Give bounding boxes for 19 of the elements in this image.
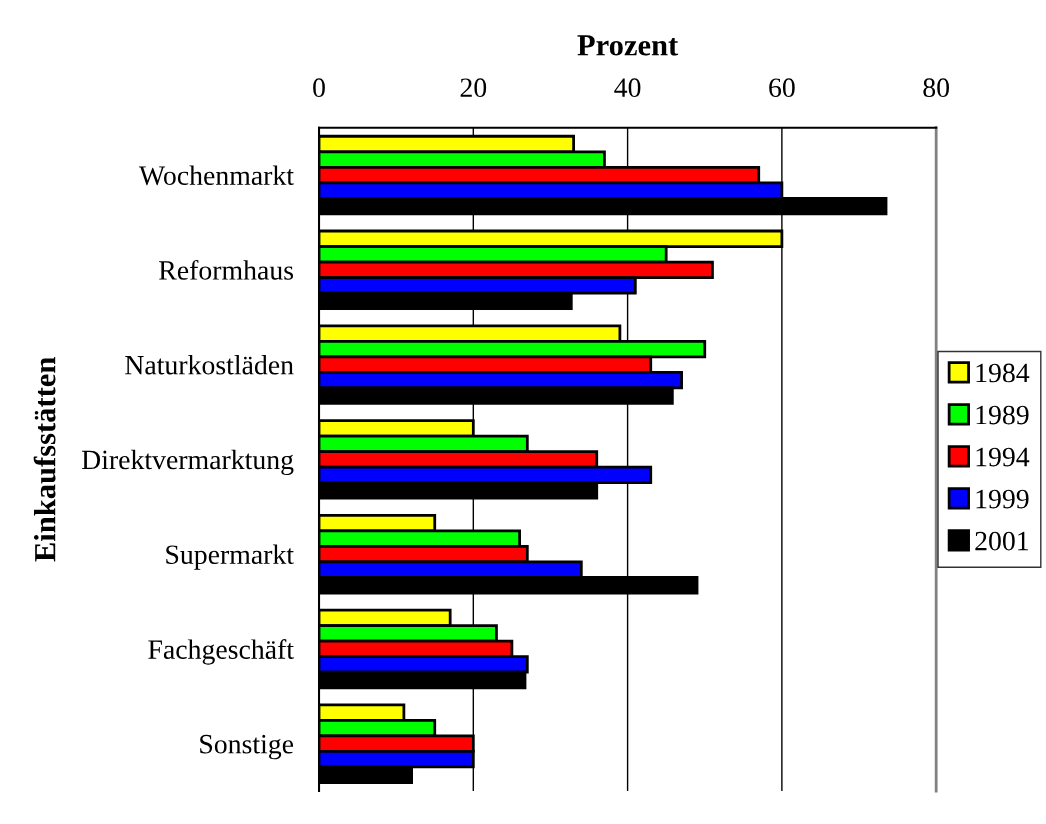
y-tick-label: Naturkostläden: [125, 354, 294, 375]
x-tick-label: 40: [614, 78, 641, 98]
y-tick-label: Direktvermarktung: [81, 449, 294, 476]
x-tick-label: 80: [923, 78, 949, 98]
x-tick-label: 0: [313, 78, 325, 98]
x-tick-label: 20: [460, 78, 487, 98]
legend-label: 2001: [975, 531, 1029, 551]
x-axis-title: Prozent: [577, 35, 679, 56]
y-tick-label: Fachgeschäft: [148, 639, 294, 665]
legend-label: 1989: [976, 405, 1029, 425]
y-tick-label: Sonstige: [200, 734, 294, 760]
y-axis-title: Einkaufsstätten: [33, 357, 56, 562]
legend-label: 1999: [976, 489, 1029, 509]
legend-label: 1994: [976, 447, 1030, 467]
x-tick-label: 60: [769, 78, 795, 98]
y-tick-label: Supermarkt: [166, 544, 294, 570]
y-tick-label: Reformhaus: [159, 259, 294, 280]
y-tick-label: Wochenmarkt: [138, 165, 294, 186]
legend-label: 1984: [976, 363, 1030, 383]
